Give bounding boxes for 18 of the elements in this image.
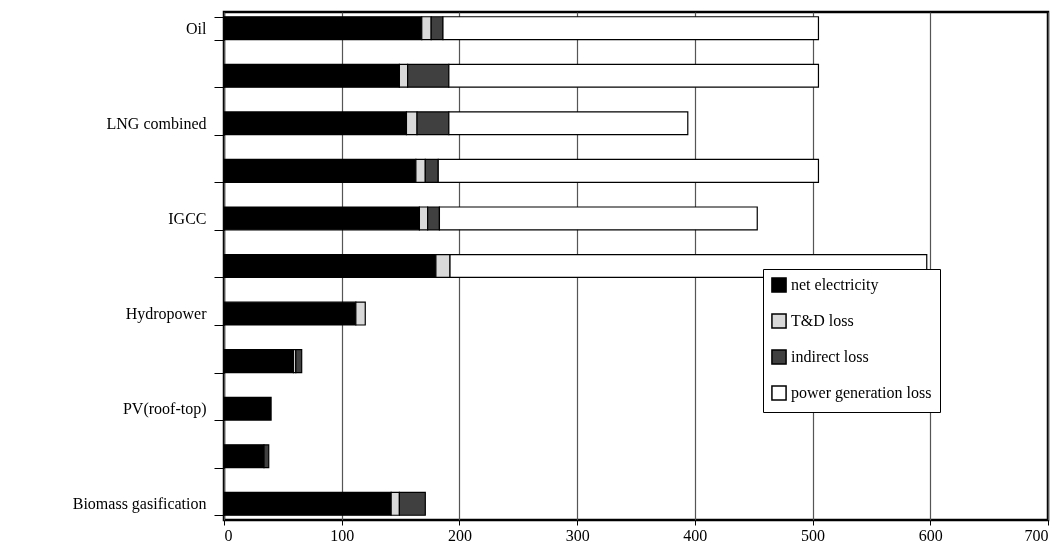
legend-label: power generation loss [791, 384, 932, 402]
x-tick-label: 400 [683, 526, 708, 544]
x-tick-label: 100 [330, 526, 355, 544]
y-tick-label: IGCC [168, 209, 207, 227]
legend-label: T&D loss [791, 312, 854, 329]
x-tick-label: 700 [1024, 526, 1049, 544]
x-tick-label: 300 [565, 526, 590, 544]
x-tick-label: 200 [447, 526, 472, 544]
y-tick-label: PV(roof-top) [122, 400, 207, 419]
x-tick-label: 0 [224, 526, 233, 544]
x-tick-label: 500 [801, 526, 826, 544]
y-tick-label: LNG combined [106, 114, 207, 132]
x-tick-label: 600 [918, 526, 943, 544]
legend-label: net electricity [791, 276, 879, 294]
y-tick-label: Oil [186, 19, 208, 37]
legend-label: indirect loss [791, 348, 869, 365]
y-tick-label: Hydropower [125, 305, 208, 324]
y-tick-label: Biomass gasification [72, 495, 207, 514]
